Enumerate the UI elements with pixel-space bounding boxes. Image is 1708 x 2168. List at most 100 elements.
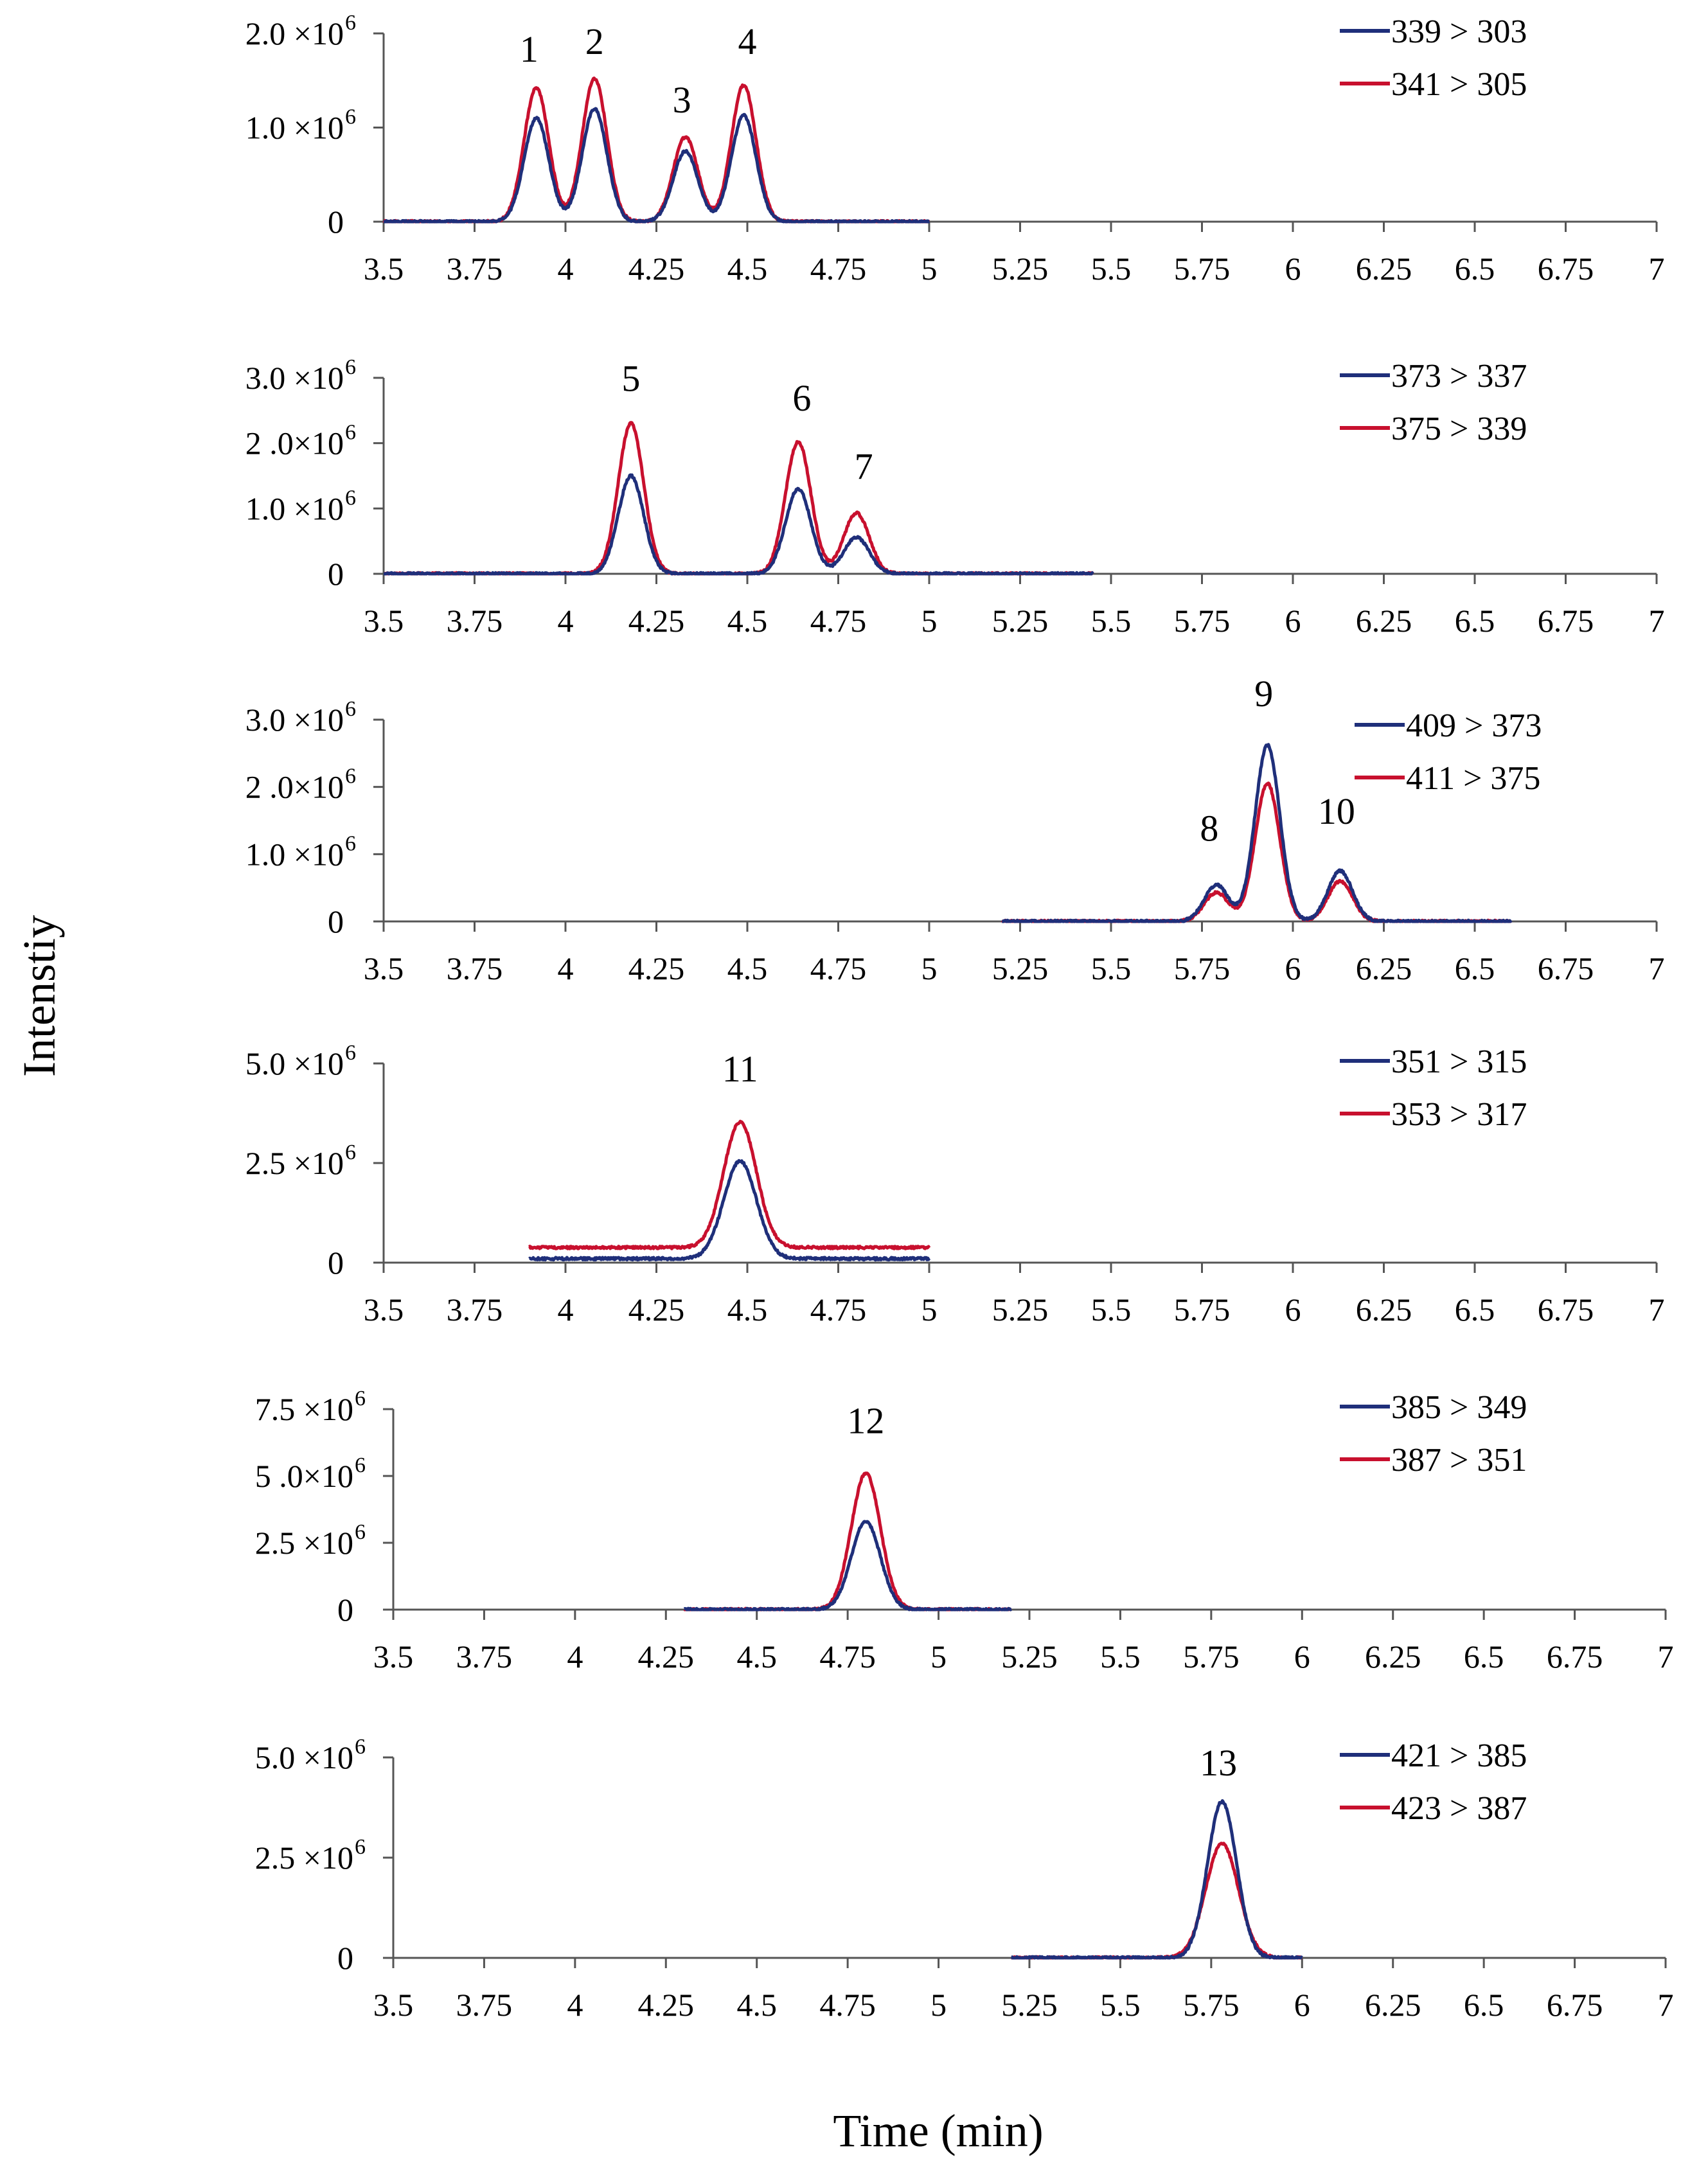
y-tick-label: 2 .0×10 [245,425,344,461]
y-axis-title: Intenstiy [13,915,65,1077]
peak-number-label: 9 [1254,673,1273,715]
x-tick-label: 4.25 [638,1639,695,1675]
x-tick-label: 6.75 [1538,950,1594,986]
legend-label: 339 > 303 [1391,13,1527,50]
chromatogram-panel: 01.0 ×10 62 .0×10 63.0 ×10 63.5 3.75 4 4.25 4.5… [245,355,1665,639]
x-tick-label: 4 [558,251,574,287]
y-tick-label: 5.0 ×10 [245,1045,344,1081]
x-tick-label: 5.25 [992,603,1049,639]
legend-label: 373 > 337 [1391,358,1527,395]
y-tick-exponent: 6 [355,1387,366,1410]
x-tick-label: 5.5 [1091,1292,1132,1328]
y-tick-label: 2.5 ×10 [245,1145,344,1181]
x-tick-label: 4.25 [628,603,685,639]
x-tick-label: 6 [1285,603,1301,639]
x-tick-label: 5.25 [992,1292,1049,1328]
y-tick-label: 2 .0×10 [245,769,344,805]
x-tick-label: 5.5 [1100,1987,1141,2023]
peak-number-label: 5 [621,357,640,399]
x-tick-label: 4.5 [727,251,768,287]
peak-number-label: 6 [792,377,811,419]
chromatogram-panel: 02.5 ×10 65.0 ×10 63.5 3.75 4 4.25 4.5 4.75 5 5.2… [245,1041,1665,1328]
legend-label: 351 > 315 [1391,1044,1527,1080]
x-tick-label: 4 [567,1987,583,2023]
x-tick-label: 4.5 [736,1639,777,1675]
y-tick-label: 0 [328,556,344,592]
x-tick-label: 6.25 [1356,1292,1412,1328]
legend-label: 423 > 387 [1391,1790,1527,1827]
x-tick-label: 5.75 [1174,251,1231,287]
y-tick-exponent: 6 [355,1835,366,1859]
x-tick-label: 6 [1285,950,1301,986]
x-tick-label: 5 [921,950,938,986]
x-tick-label: 4.5 [736,1987,777,2023]
y-tick-label: 3.0 ×10 [245,360,344,396]
y-tick-label: 1.0 ×10 [245,490,344,526]
series-trace [528,1159,931,1262]
legend-label: 375 > 339 [1391,411,1527,447]
x-tick-label: 5.5 [1100,1639,1141,1675]
x-tick-label: 5.25 [1001,1987,1058,2023]
x-tick-label: 5.5 [1091,950,1132,986]
x-tick-label: 5.75 [1174,603,1231,639]
x-tick-label: 6 [1294,1987,1310,2023]
peak-number-label: 3 [673,79,691,121]
x-tick-label: 3.75 [456,1987,513,2023]
peak-number-label: 4 [738,21,757,62]
x-tick-label: 4.75 [810,1292,867,1328]
x-tick-label: 3.5 [364,251,404,287]
x-tick-label: 6.25 [1365,1639,1421,1675]
x-tick-label: 6.75 [1538,1292,1594,1328]
y-tick-exponent: 6 [355,1735,366,1759]
y-tick-exponent: 6 [345,421,356,445]
y-tick-label: 3.0 ×10 [245,702,344,738]
series-trace [1010,1799,1303,1960]
y-tick-exponent: 6 [345,765,356,788]
x-tick-label: 6.25 [1356,603,1412,639]
x-tick-label: 6 [1285,1292,1301,1328]
legend-label: 353 > 317 [1391,1096,1527,1133]
x-tick-label: 4.75 [819,1987,876,2023]
y-tick-exponent: 6 [345,831,356,855]
peak-number-label: 11 [722,1048,758,1090]
x-tick-label: 6.5 [1455,603,1495,639]
x-tick-label: 5 [921,1292,938,1328]
x-tick-label: 6 [1294,1639,1310,1675]
x-tick-label: 4.25 [638,1987,695,2023]
x-tick-label: 5.75 [1174,950,1231,986]
legend-label: 421 > 385 [1391,1737,1527,1774]
x-tick-label: 7 [1649,950,1665,986]
x-tick-label: 5.75 [1183,1639,1240,1675]
x-tick-label: 4.75 [810,950,867,986]
y-tick-label: 2.5 ×10 [255,1525,353,1561]
legend-label: 341 > 305 [1391,66,1527,103]
y-tick-label: 0 [337,1940,353,1976]
x-tick-label: 3.75 [447,950,503,986]
x-tick-label: 6.25 [1365,1987,1421,2023]
x-tick-label: 6.75 [1547,1639,1603,1675]
peak-number-label: 12 [847,1399,884,1441]
y-tick-exponent: 6 [345,1141,356,1164]
y-tick-label: 5.0 ×10 [255,1739,353,1775]
x-tick-label: 6.5 [1455,1292,1495,1328]
x-tick-label: 4 [558,950,574,986]
chromatogram-panel: 02.5 ×10 65.0 ×10 63.5 3.75 4 4.25 4.5 4.75 5 5.2… [255,1735,1674,2023]
peak-number-label: 8 [1200,807,1218,849]
x-tick-label: 3.5 [364,950,404,986]
x-tick-label: 5 [930,1987,947,2023]
chromatogram-panel: 02.5 ×10 65 .0×10 67.5 ×10 63.5 3.75 4 4.25 4.5… [255,1387,1674,1675]
series-trace [382,107,930,224]
y-tick-label: 2.0 ×10 [245,15,344,51]
x-tick-label: 5.75 [1174,1292,1231,1328]
x-tick-label: 6.75 [1538,603,1594,639]
y-tick-label: 0 [328,903,344,939]
x-tick-label: 3.5 [364,603,404,639]
x-tick-label: 3.75 [456,1639,513,1675]
series-trace [382,76,930,224]
x-tick-label: 7 [1649,251,1665,287]
x-tick-label: 4 [567,1639,583,1675]
legend-label: 387 > 351 [1391,1442,1527,1479]
legend-label: 411 > 375 [1406,760,1540,797]
x-tick-label: 7 [1649,1292,1665,1328]
series-trace [1010,1842,1303,1960]
